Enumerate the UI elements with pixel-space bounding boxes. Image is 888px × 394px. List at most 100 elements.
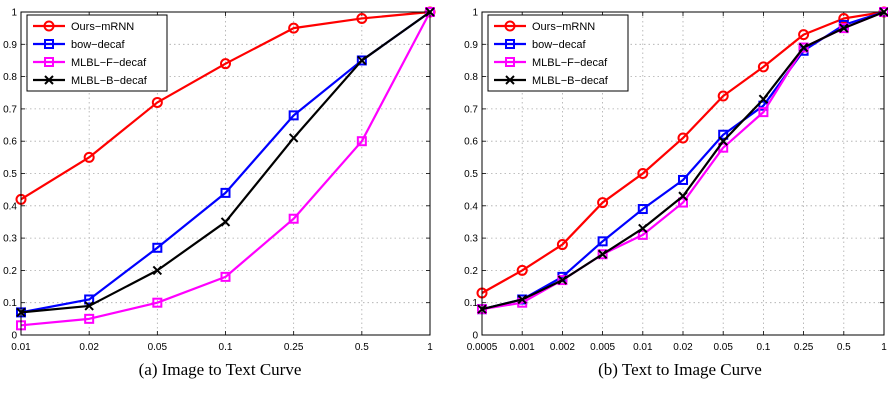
legend-marker (44, 39, 54, 49)
data-point (356, 55, 367, 66)
y-tick-label: 0.8 (464, 72, 478, 83)
y-tick-label: 1 (11, 8, 17, 19)
data-point (220, 271, 231, 282)
x-tick-label: 0.005 (590, 342, 615, 353)
y-tick-label: 0.2 (464, 266, 478, 277)
legend-label: bow−decaf (532, 39, 586, 51)
legend-item: MLBL−F−decaf (33, 57, 147, 69)
data-point (288, 133, 299, 143)
x-tick-label: 0.01 (633, 342, 653, 353)
legend-marker (505, 75, 515, 85)
series-line (20, 11, 431, 327)
legend-marker (504, 20, 516, 32)
data-point (678, 191, 688, 201)
x-tick-label: 0.002 (550, 342, 575, 353)
x-tick-label: 1 (881, 342, 887, 353)
x-tick-label: 0.001 (510, 342, 535, 353)
x-tick-label: 0.1 (219, 342, 233, 353)
series-line (20, 10, 431, 201)
data-point (677, 132, 689, 144)
chart-a: 0 0.1 0.2 0.3 0.4 0.5 0.6 0.7 0.8 0.9 1 0.01 0.02 0.0… (3, 6, 436, 353)
data-point (84, 294, 95, 305)
data-point (597, 236, 608, 247)
legend-item: MLBL−B−decaf (33, 75, 148, 87)
x-tick-label: 0.5 (355, 342, 369, 353)
y-tick-label: 1 (472, 8, 478, 19)
series-line (481, 10, 885, 294)
chart-b: 0 0.1 0.2 0.3 0.4 0.5 0.6 0.7 0.8 0.9 1 0.0005 0.001… (464, 6, 888, 353)
x-tick-label: 0.05 (713, 342, 733, 353)
x-tick-label: 0.5 (837, 342, 851, 353)
data-point (84, 313, 95, 324)
data-point (758, 94, 769, 104)
data-point (220, 187, 231, 198)
data-point (597, 249, 608, 260)
legend-marker (44, 57, 54, 67)
data-point (220, 217, 231, 227)
data-point (152, 297, 163, 308)
y-tick-label: 0.3 (464, 234, 478, 245)
y-tick-label: 0.4 (3, 201, 17, 212)
data-point (718, 129, 729, 140)
legend-label: MLBL−B−decaf (532, 75, 609, 87)
legend-label: bow−decaf (71, 39, 125, 51)
data-point (83, 151, 95, 163)
data-point (597, 249, 608, 259)
data-point (556, 239, 568, 251)
legend-item: bow−decaf (33, 39, 125, 51)
data-point (678, 197, 688, 208)
y-tick-label: 0 (11, 331, 17, 342)
caption-a: (a) Image to Text Curve (138, 360, 302, 379)
data-point (637, 229, 648, 240)
data-point (152, 242, 163, 253)
data-point (557, 275, 568, 286)
x-tick-label: 1 (427, 342, 433, 353)
x-tick-label: 0.1 (756, 342, 770, 353)
series-circle-0 (15, 6, 436, 205)
y-tick-label: 0.7 (3, 104, 17, 115)
legend-label: Ours−mRNN (532, 21, 595, 33)
legend-item: MLBL−F−decaf (494, 57, 608, 69)
data-point (597, 197, 609, 209)
data-point (798, 29, 810, 41)
data-point (220, 58, 231, 70)
legend-marker (43, 20, 55, 32)
legend-item: Ours−mRNN (494, 20, 595, 33)
data-point (357, 55, 367, 66)
y-tick-label: 0.1 (464, 298, 478, 309)
data-point (557, 275, 568, 285)
data-point (288, 213, 299, 224)
legend-label: MLBL−F−decaf (532, 57, 608, 69)
legend-marker (44, 75, 54, 85)
data-point (718, 136, 728, 146)
x-tick-label: 0.0005 (467, 342, 498, 353)
y-tick-label: 0.7 (464, 104, 478, 115)
x-tick-label: 0.25 (284, 342, 304, 353)
data-point (84, 301, 94, 311)
data-point (798, 42, 809, 53)
legend-item: bow−decaf (494, 39, 586, 51)
data-point (516, 264, 528, 276)
axes-frame (481, 11, 885, 336)
data-point (637, 204, 648, 215)
legend-marker (505, 57, 515, 67)
legend-item: Ours−mRNN (33, 20, 134, 33)
data-point (356, 12, 368, 24)
series-circle-0 (476, 6, 888, 299)
legend-marker (505, 39, 515, 49)
y-tick-label: 0.9 (3, 40, 17, 51)
y-tick-label: 0.3 (3, 234, 17, 245)
data-point (517, 294, 527, 305)
x-tick-label: 0.25 (794, 342, 814, 353)
data-point (637, 168, 649, 179)
y-tick-label: 0.8 (3, 72, 17, 83)
data-point (838, 23, 849, 34)
x-tick-label: 0.01 (11, 342, 31, 353)
legend: Ours−mRNN bow−decaf MLBL−F−decaf MLBL−B−dec… (26, 14, 168, 92)
data-point (717, 90, 729, 102)
y-tick-label: 0.6 (464, 137, 478, 148)
y-tick-label: 0.2 (3, 266, 17, 277)
y-tick-label: 0.1 (3, 298, 17, 309)
data-point (758, 107, 769, 118)
